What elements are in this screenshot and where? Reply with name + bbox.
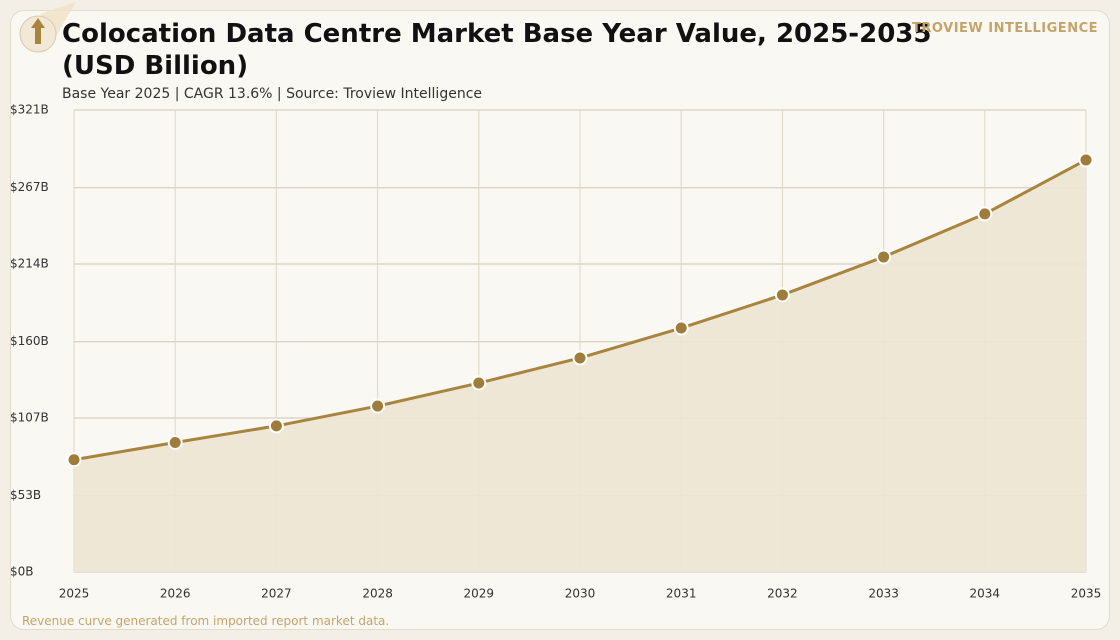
marker (774, 287, 790, 303)
x-tick-label: 2032 (767, 587, 798, 601)
marker (673, 320, 689, 336)
marker (572, 350, 588, 366)
marker (167, 434, 183, 450)
marker (1078, 152, 1094, 168)
marker (977, 206, 993, 222)
footnote: Revenue curve generated from imported re… (22, 614, 390, 628)
marker (471, 375, 487, 391)
x-tick-label: 2035 (1071, 587, 1102, 601)
area-fill (74, 159, 1086, 572)
x-tick-label: 2028 (362, 587, 393, 601)
x-tick-label: 2025 (59, 587, 90, 601)
x-tick-label: 2033 (868, 587, 899, 601)
marker (268, 418, 284, 434)
marker (876, 249, 892, 265)
y-tick-label: $214B (10, 257, 49, 271)
chart-title: Colocation Data Centre Market Base Year … (62, 19, 932, 81)
chart-subtitle: Base Year 2025 | CAGR 13.6% | Source: Tr… (62, 86, 483, 102)
brand: TROVIEW INTELLIGENCE (912, 21, 1098, 36)
y-tick-label: $107B (10, 411, 49, 425)
logo-icon (19, 2, 76, 53)
y-tick-label: $160B (10, 334, 49, 348)
y-tick-label: $321B (10, 103, 49, 117)
x-tick-label: 2027 (261, 587, 292, 601)
x-tick-label: 2034 (970, 587, 1001, 601)
x-tick-label: 2031 (666, 587, 697, 601)
y-tick-label: $53B (10, 488, 41, 502)
marker (66, 452, 82, 468)
x-tick-label: 2029 (464, 587, 495, 601)
y-tick-label: $267B (10, 180, 49, 194)
marker (370, 398, 386, 414)
x-tick-label: 2030 (565, 587, 596, 601)
y-tick-label: $0B (10, 565, 34, 579)
x-tick-label: 2026 (160, 587, 191, 601)
